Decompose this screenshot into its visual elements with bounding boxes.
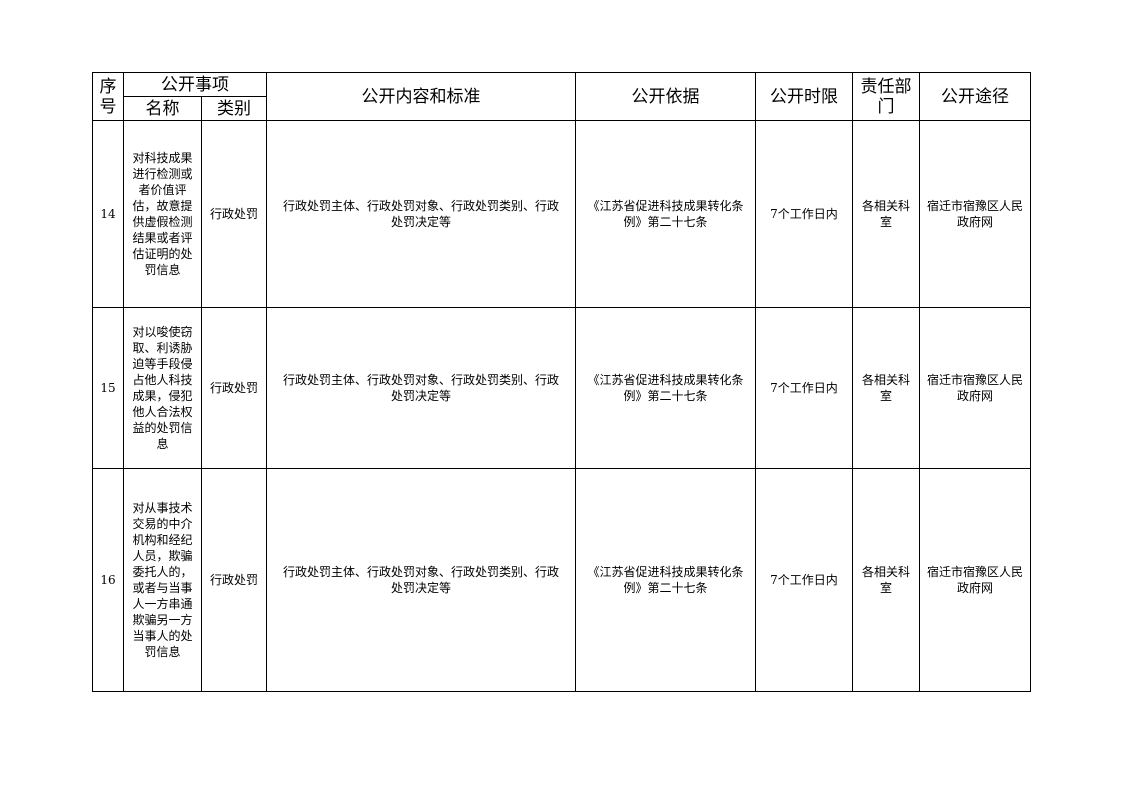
cell-content: 行政处罚主体、行政处罚对象、行政处罚类别、行政处罚决定等 <box>266 468 576 692</box>
header-basis: 公开依据 <box>575 72 756 121</box>
cell-seq: 15 <box>92 307 124 469</box>
header-category: 类别 <box>201 96 267 121</box>
cell-name: 对以唆使窃取、利诱胁迫等手段侵占他人科技成果，侵犯他人合法权益的处罚信息 <box>123 307 202 469</box>
table-row: 16 对从事技术交易的中介机构和经纪人员，欺骗委托人的，或者与当事人一方串通欺骗… <box>92 468 1031 692</box>
cell-category: 行政处罚 <box>201 307 267 469</box>
cell-channel: 宿迁市宿豫区人民政府网 <box>919 120 1031 308</box>
cell-category: 行政处罚 <box>201 468 267 692</box>
cell-seq: 16 <box>92 468 124 692</box>
cell-department: 各相关科室 <box>852 468 920 692</box>
header-department: 责任部门 <box>852 72 920 121</box>
header-row-1: 序号 公开事项 公开内容和标准 公开依据 公开时限 责任部门 公开途径 <box>92 72 1031 121</box>
header-seq: 序号 <box>92 72 124 121</box>
cell-name: 对科技成果进行检测或者价值评估，故意提供虚假检测结果或者评估证明的处罚信息 <box>123 120 202 308</box>
disclosure-table: 序号 公开事项 公开内容和标准 公开依据 公开时限 责任部门 公开途径 名称 类… <box>92 72 1031 692</box>
cell-time-limit: 7个工作日内 <box>755 120 853 308</box>
cell-basis: 《江苏省促进科技成果转化条例》第二十七条 <box>575 468 756 692</box>
header-time-limit: 公开时限 <box>755 72 853 121</box>
cell-content: 行政处罚主体、行政处罚对象、行政处罚类别、行政处罚决定等 <box>266 307 576 469</box>
cell-name: 对从事技术交易的中介机构和经纪人员，欺骗委托人的，或者与当事人一方串通欺骗另一方… <box>123 468 202 692</box>
cell-channel: 宿迁市宿豫区人民政府网 <box>919 307 1031 469</box>
table-row: 14 对科技成果进行检测或者价值评估，故意提供虚假检测结果或者评估证明的处罚信息… <box>92 120 1031 308</box>
cell-channel: 宿迁市宿豫区人民政府网 <box>919 468 1031 692</box>
header-item-group: 公开事项 <box>123 72 267 97</box>
cell-department: 各相关科室 <box>852 120 920 308</box>
cell-category: 行政处罚 <box>201 120 267 308</box>
cell-basis: 《江苏省促进科技成果转化条例》第二十七条 <box>575 307 756 469</box>
cell-time-limit: 7个工作日内 <box>755 468 853 692</box>
header-row-2: 名称 类别 <box>93 96 1031 121</box>
cell-department: 各相关科室 <box>852 307 920 469</box>
header-name: 名称 <box>123 96 202 121</box>
cell-seq: 14 <box>92 120 124 308</box>
table-row: 15 对以唆使窃取、利诱胁迫等手段侵占他人科技成果，侵犯他人合法权益的处罚信息 … <box>92 307 1031 469</box>
cell-time-limit: 7个工作日内 <box>755 307 853 469</box>
header-channel: 公开途径 <box>919 72 1031 121</box>
cell-basis: 《江苏省促进科技成果转化条例》第二十七条 <box>575 120 756 308</box>
header-content: 公开内容和标准 <box>266 72 576 121</box>
cell-content: 行政处罚主体、行政处罚对象、行政处罚类别、行政处罚决定等 <box>266 120 576 308</box>
